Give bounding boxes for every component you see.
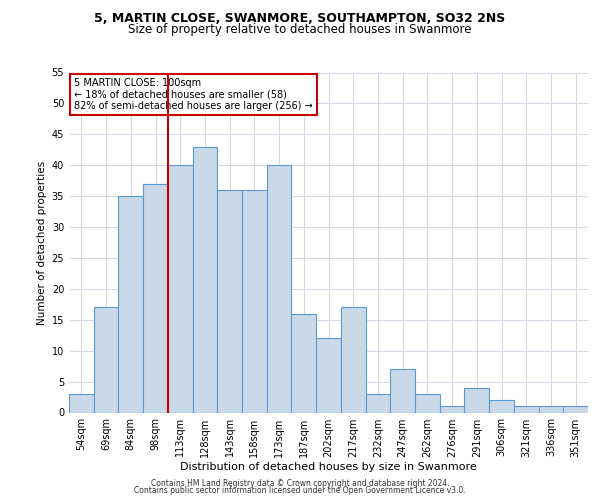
Y-axis label: Number of detached properties: Number of detached properties	[37, 160, 47, 324]
Bar	[415, 394, 440, 412]
Bar	[464, 388, 489, 412]
Bar	[69, 394, 94, 412]
X-axis label: Distribution of detached houses by size in Swanmore: Distribution of detached houses by size …	[180, 462, 477, 472]
Bar	[118, 196, 143, 412]
Bar	[217, 190, 242, 412]
Bar	[390, 369, 415, 412]
Bar	[316, 338, 341, 412]
Bar	[365, 394, 390, 412]
Bar	[143, 184, 168, 412]
Text: Size of property relative to detached houses in Swanmore: Size of property relative to detached ho…	[128, 22, 472, 36]
Text: Contains public sector information licensed under the Open Government Licence v3: Contains public sector information licen…	[134, 486, 466, 495]
Bar	[168, 165, 193, 412]
Bar	[267, 165, 292, 412]
Bar	[514, 406, 539, 412]
Bar	[94, 308, 118, 412]
Text: 5, MARTIN CLOSE, SWANMORE, SOUTHAMPTON, SO32 2NS: 5, MARTIN CLOSE, SWANMORE, SOUTHAMPTON, …	[94, 12, 506, 26]
Text: 5 MARTIN CLOSE: 100sqm
← 18% of detached houses are smaller (58)
82% of semi-det: 5 MARTIN CLOSE: 100sqm ← 18% of detached…	[74, 78, 313, 111]
Bar	[193, 146, 217, 412]
Bar	[489, 400, 514, 412]
Bar	[539, 406, 563, 412]
Bar	[563, 406, 588, 412]
Bar	[341, 308, 365, 412]
Text: Contains HM Land Registry data © Crown copyright and database right 2024.: Contains HM Land Registry data © Crown c…	[151, 478, 449, 488]
Bar	[440, 406, 464, 412]
Bar	[242, 190, 267, 412]
Bar	[292, 314, 316, 412]
